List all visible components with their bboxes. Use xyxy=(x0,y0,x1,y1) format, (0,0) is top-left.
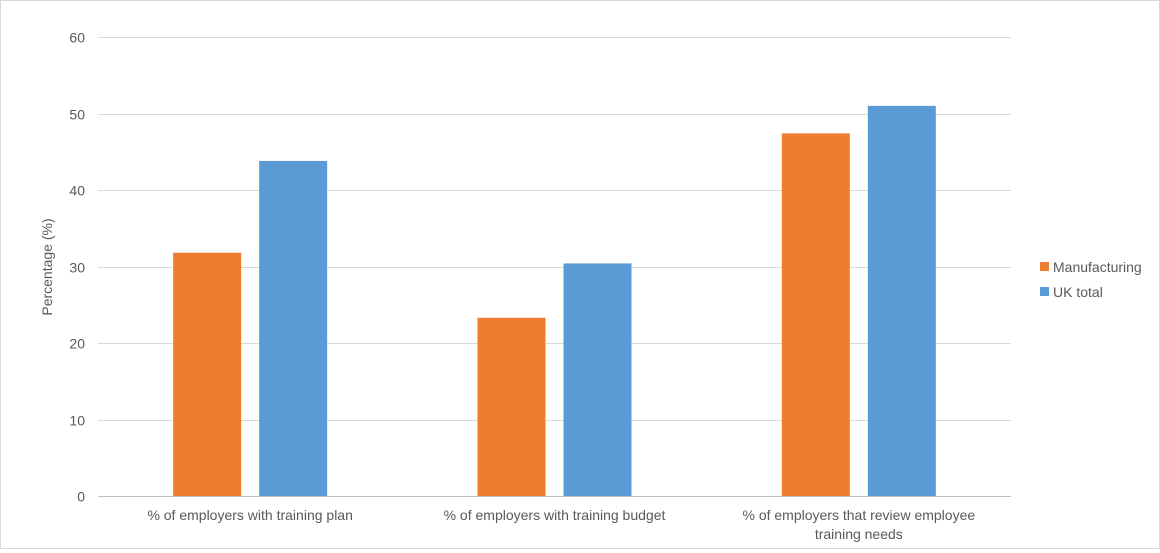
y-tick-label: 0 xyxy=(77,489,85,505)
bar-manufacturing xyxy=(781,133,850,496)
x-category-label: % of employers that review employee xyxy=(742,507,975,523)
legend-label: Manufacturing xyxy=(1053,259,1142,275)
y-tick-label: 10 xyxy=(69,413,85,429)
bars xyxy=(173,105,936,496)
y-tick-label: 60 xyxy=(69,30,85,46)
y-axis-title: Percentage (%) xyxy=(39,218,55,315)
bar-manufacturing xyxy=(477,317,546,496)
bar-uk-total xyxy=(259,160,328,496)
legend-swatch xyxy=(1040,262,1049,271)
x-category-label: % of employers with training plan xyxy=(147,507,352,523)
y-tick-label: 30 xyxy=(69,260,85,276)
legend-label: UK total xyxy=(1053,284,1103,300)
y-tick-label: 20 xyxy=(69,336,85,352)
x-category-label: % of employers with training budget xyxy=(444,507,666,523)
bar-uk-total xyxy=(563,263,632,496)
legend-swatch xyxy=(1040,287,1049,296)
bar-manufacturing xyxy=(173,252,242,496)
legend: Manufacturing UK total xyxy=(1040,259,1142,300)
x-category-label: training needs xyxy=(815,526,903,542)
x-axis-category-labels: % of employers with training plan % of em… xyxy=(147,507,975,542)
y-axis-tick-labels: 0 10 20 30 40 50 60 xyxy=(69,30,85,505)
y-tick-label: 40 xyxy=(69,183,85,199)
y-tick-label: 50 xyxy=(69,107,85,123)
bar-uk-total xyxy=(867,105,936,496)
gridlines xyxy=(98,37,1011,421)
